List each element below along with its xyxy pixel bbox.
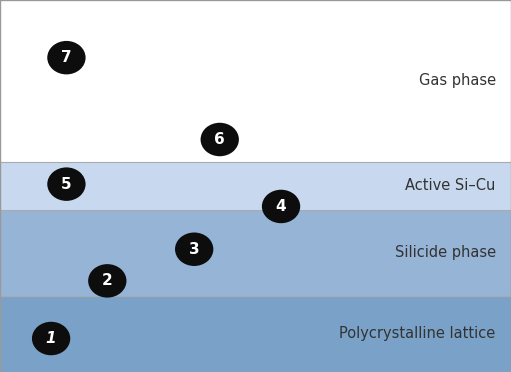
Text: Polycrystalline lattice: Polycrystalline lattice [339, 326, 496, 341]
Ellipse shape [262, 190, 300, 223]
Text: 3: 3 [189, 242, 199, 257]
Ellipse shape [175, 232, 214, 266]
Bar [0, 162, 511, 210]
Ellipse shape [47, 41, 85, 74]
Text: Gas phase: Gas phase [419, 73, 496, 89]
Bar [0, 296, 511, 372]
Bar [0, 0, 511, 162]
Text: 7: 7 [61, 50, 72, 65]
Text: 5: 5 [61, 177, 72, 192]
Text: 1: 1 [46, 331, 56, 346]
Ellipse shape [200, 123, 239, 156]
Text: 6: 6 [214, 132, 225, 147]
Text: Silicide phase: Silicide phase [394, 246, 496, 260]
Ellipse shape [88, 264, 126, 298]
Text: 4: 4 [276, 199, 286, 214]
Text: Active Si–Cu: Active Si–Cu [405, 179, 496, 193]
Bar [0, 210, 511, 296]
Ellipse shape [32, 322, 71, 355]
Text: 2: 2 [102, 273, 113, 288]
Ellipse shape [47, 167, 85, 201]
